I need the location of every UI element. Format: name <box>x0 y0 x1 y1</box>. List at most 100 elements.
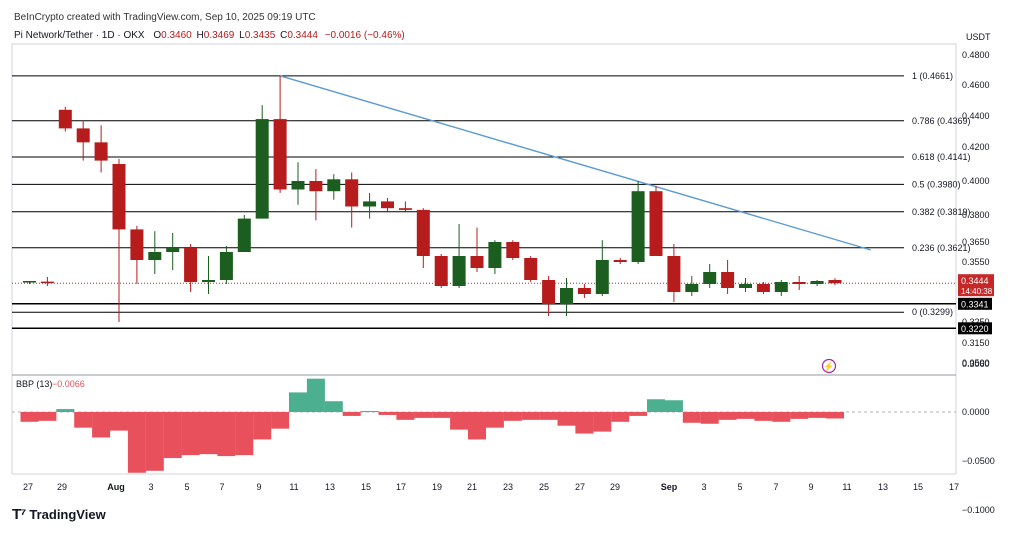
bbp-bar[interactable] <box>485 412 504 428</box>
candle-body[interactable] <box>112 164 126 230</box>
candle-body[interactable] <box>94 142 108 161</box>
descending-trendline[interactable] <box>279 75 871 251</box>
bbp-bar[interactable] <box>199 412 218 455</box>
candle-body[interactable] <box>202 280 215 282</box>
bbp-bar[interactable] <box>396 412 415 420</box>
candle-body[interactable] <box>613 260 627 262</box>
candle-body[interactable] <box>363 201 377 207</box>
bbp-bar[interactable] <box>127 412 146 473</box>
candle-body[interactable] <box>774 282 788 292</box>
time-tick-label: 19 <box>432 482 442 492</box>
bbp-bar[interactable] <box>324 401 343 412</box>
bbp-bar[interactable] <box>38 412 57 421</box>
bbp-bar[interactable] <box>289 392 307 412</box>
candle-body[interactable] <box>416 209 430 256</box>
candle-body[interactable] <box>219 252 233 280</box>
bbp-bar[interactable] <box>378 412 397 415</box>
bbp-bar[interactable] <box>432 412 451 418</box>
candle-body[interactable] <box>542 280 556 304</box>
bbp-bar[interactable] <box>468 412 486 440</box>
symbol-label[interactable]: Pi Network/Tether · 1D · OKX <box>14 30 145 41</box>
bbp-bar[interactable] <box>539 412 558 420</box>
bbp-bar[interactable] <box>181 412 200 456</box>
bbp-bar[interactable] <box>163 412 182 459</box>
candle-body[interactable] <box>273 119 287 190</box>
candle-body[interactable] <box>452 256 466 286</box>
bbp-bar[interactable] <box>700 412 719 424</box>
candle-body[interactable] <box>398 208 412 210</box>
candle-body[interactable] <box>76 128 90 143</box>
bbp-bar[interactable] <box>56 409 75 412</box>
bbp-bar[interactable] <box>306 378 325 412</box>
bbp-bar[interactable] <box>718 412 737 420</box>
bbp-bar[interactable] <box>647 399 665 412</box>
bbp-bar[interactable] <box>271 412 290 429</box>
candle-body[interactable] <box>237 218 251 252</box>
bbp-bar[interactable] <box>754 412 773 421</box>
candle-body[interactable] <box>703 272 717 284</box>
candle-body[interactable] <box>488 242 502 268</box>
candle-body[interactable] <box>309 181 323 192</box>
bbp-bar[interactable] <box>253 412 272 440</box>
candle-body[interactable] <box>166 248 180 252</box>
candle-body[interactable] <box>577 288 591 294</box>
time-tick-label: 29 <box>57 482 67 492</box>
bbp-bar[interactable] <box>521 412 540 420</box>
bbp-bar[interactable] <box>235 412 254 456</box>
candle-body[interactable] <box>560 288 573 304</box>
candle-body[interactable] <box>667 256 681 292</box>
bbp-bar[interactable] <box>736 412 755 419</box>
candle-body[interactable] <box>649 191 663 256</box>
bbp-bar[interactable] <box>808 412 827 418</box>
bbp-bar[interactable] <box>92 412 111 438</box>
bbp-bar[interactable] <box>826 412 844 419</box>
bbp-bar[interactable] <box>682 412 701 423</box>
candle-body[interactable] <box>739 284 752 288</box>
alert-icon[interactable] <box>821 358 837 374</box>
candle-body[interactable] <box>810 281 824 284</box>
candle-body[interactable] <box>721 272 735 288</box>
time-tick-label: 15 <box>913 482 923 492</box>
bbp-bar[interactable] <box>110 412 128 431</box>
bbp-bar[interactable] <box>664 400 683 412</box>
candle-body[interactable] <box>756 284 770 292</box>
candle-body[interactable] <box>506 242 520 258</box>
bbp-bar[interactable] <box>772 412 791 422</box>
candle-body[interactable] <box>58 109 72 129</box>
candle-body[interactable] <box>184 248 198 282</box>
candle-body[interactable] <box>524 258 538 280</box>
bbp-bar[interactable] <box>575 412 594 434</box>
candle-body[interactable] <box>685 284 699 292</box>
bbp-bar[interactable] <box>593 412 612 432</box>
bbp-bar[interactable] <box>217 412 236 457</box>
bbp-bar[interactable] <box>503 412 522 421</box>
candle-body[interactable] <box>828 280 842 284</box>
bbp-bar[interactable] <box>790 412 809 419</box>
candle-body[interactable] <box>255 119 269 219</box>
candle-body[interactable] <box>148 252 162 260</box>
candle-body[interactable] <box>291 181 305 190</box>
candle-body[interactable] <box>130 229 144 260</box>
bbp-bar[interactable] <box>20 412 39 422</box>
bbp-bar[interactable] <box>414 412 433 418</box>
candle-body[interactable] <box>23 281 36 283</box>
candle-body[interactable] <box>595 260 609 294</box>
candle-body[interactable] <box>434 256 448 286</box>
candle-body[interactable] <box>40 281 54 284</box>
bbp-bar[interactable] <box>557 412 576 426</box>
candle-body[interactable] <box>631 191 645 262</box>
candle-body[interactable] <box>470 256 484 268</box>
candle-body[interactable] <box>792 282 806 284</box>
bbp-bar[interactable] <box>360 411 379 413</box>
candle-body[interactable] <box>345 179 359 207</box>
bbp-bar[interactable] <box>611 412 630 422</box>
bbp-bar[interactable] <box>629 412 648 416</box>
tradingview-logo[interactable]: T⁷ TradingView <box>12 506 106 523</box>
bbp-bar[interactable] <box>450 412 469 430</box>
bbp-bar[interactable] <box>145 412 164 471</box>
bbp-bar[interactable] <box>342 412 361 416</box>
bbp-bar[interactable] <box>74 412 93 428</box>
candle-body[interactable] <box>381 201 394 209</box>
candle-body[interactable] <box>327 179 341 192</box>
